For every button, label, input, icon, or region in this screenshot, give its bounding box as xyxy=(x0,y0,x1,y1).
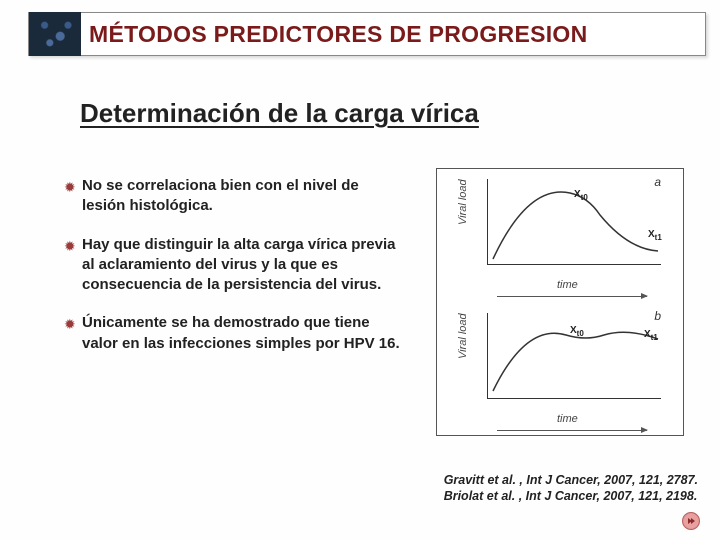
viral-load-curve xyxy=(493,192,658,259)
x-axis-label: time xyxy=(557,279,578,291)
point-xt0: Xt0 xyxy=(570,325,584,338)
bullet-text: Únicamente se ha demostrado que tiene va… xyxy=(82,313,404,354)
subtitle: Determinación de la carga vírica xyxy=(80,98,479,129)
x-axis-arrow xyxy=(497,430,647,431)
star-icon: ✹ xyxy=(64,178,82,196)
star-icon: ✹ xyxy=(64,237,82,255)
y-axis-label: Viral load xyxy=(457,179,469,225)
axis-box: Xt0 Xt1 xyxy=(487,179,661,265)
title-bar: MÉTODOS PREDICTORES DE PROGRESION xyxy=(28,12,706,56)
citation-line: Gravitt et al. , Int J Cancer, 2007, 121… xyxy=(444,472,698,488)
point-xt1: Xt1 xyxy=(648,229,662,242)
star-icon: ✹ xyxy=(64,315,82,333)
page-title: MÉTODOS PREDICTORES DE PROGRESION xyxy=(81,21,705,48)
list-item: ✹ Hay que distinguir la alta carga víric… xyxy=(64,235,404,296)
bullet-text: No se correlaciona bien con el nivel de … xyxy=(82,176,404,217)
chart-panel-b: b Viral load Xt0 Xt1 time xyxy=(457,309,667,421)
point-xt0: Xt0 xyxy=(574,189,588,202)
y-axis-label: Viral load xyxy=(457,313,469,359)
chart-panel-a: a Viral load Xt0 Xt1 time xyxy=(457,175,667,287)
citation-line: Briolat et al. , Int J Cancer, 2007, 121… xyxy=(444,488,698,504)
x-axis-label: time xyxy=(557,413,578,425)
viral-load-chart: a Viral load Xt0 Xt1 time b Viral load X… xyxy=(436,168,684,436)
axis-box: Xt0 Xt1 xyxy=(487,313,661,399)
next-slide-button[interactable] xyxy=(682,512,700,530)
bullet-list: ✹ No se correlaciona bien con el nivel d… xyxy=(64,176,404,372)
x-axis-arrow xyxy=(497,296,647,297)
citations: Gravitt et al. , Int J Cancer, 2007, 121… xyxy=(444,472,698,505)
list-item: ✹ No se correlaciona bien con el nivel d… xyxy=(64,176,404,217)
virus-icon xyxy=(29,12,81,56)
viral-load-curve xyxy=(493,332,658,391)
list-item: ✹ Únicamente se ha demostrado que tiene … xyxy=(64,313,404,354)
point-xt1: Xt1 xyxy=(644,329,658,342)
bullet-text: Hay que distinguir la alta carga vírica … xyxy=(82,235,404,296)
